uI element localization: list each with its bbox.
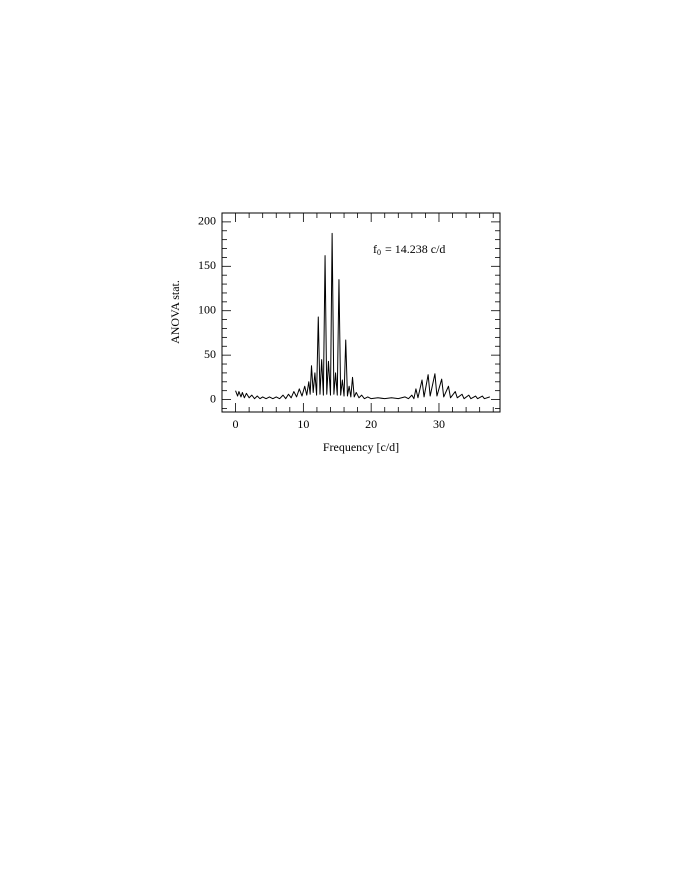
annotation: f0 = 14.238 c/d	[373, 242, 445, 257]
y-axis-label: ANOVA stat.	[168, 280, 182, 344]
x-tick-label: 20	[365, 417, 377, 431]
plot-frame	[221, 212, 501, 413]
annotation-subscript: 0	[377, 248, 381, 257]
annotation-text: = 14.238 c/d	[385, 242, 445, 256]
y-tick-label: 100	[198, 302, 216, 316]
x-tick-label: 30	[433, 417, 445, 431]
y-tick-label: 150	[198, 258, 216, 272]
x-tick-label: 0	[233, 417, 239, 431]
annotation-symbol: f	[373, 242, 377, 256]
y-tick-label: 0	[210, 391, 216, 405]
x-axis-label: Frequency [c/d]	[323, 440, 399, 454]
series-line	[235, 232, 490, 400]
y-tick-label: 200	[198, 214, 216, 228]
x-tick-label: 10	[297, 417, 309, 431]
y-tick-label: 50	[204, 347, 216, 361]
